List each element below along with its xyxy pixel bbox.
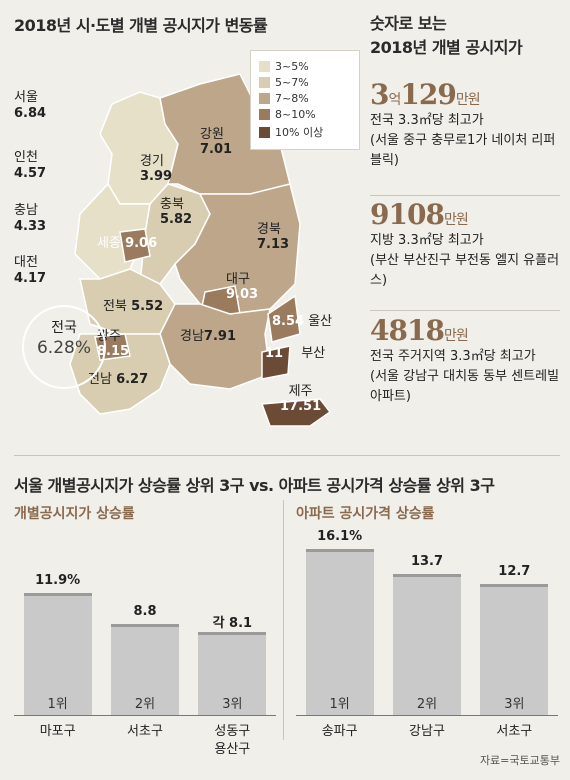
bar-category-label: 강남구 [409, 724, 445, 739]
label-jeonbuk: 전북 5.52 [103, 299, 164, 314]
bar-category-label: 송파구 [321, 724, 358, 739]
stat-detail: (서울 중구 충무로1가 네이처 리퍼블릭) [370, 133, 556, 168]
national-label: 전국 6.28% [22, 318, 106, 358]
right-panel-title-line2: 2018년 개별 공시지가 [370, 38, 523, 57]
label-sejong: 세종 9.06 [97, 236, 158, 251]
divider [370, 195, 560, 196]
legend-label: 5~7% [275, 76, 309, 89]
label-gyeongbuk: 경북 7.13 [257, 222, 290, 252]
section-divider [14, 455, 560, 456]
busan-region [261, 345, 291, 380]
stat-detail: (부산 부산진구 부전동 엘지 유플러스) [370, 253, 560, 288]
label-ulsan: 8.54 울산 [272, 314, 333, 329]
chart2-title: 아파트 공시가격 상승률 [296, 506, 435, 522]
legend-item: 3~5% [259, 60, 351, 73]
bar-rank-label: 2위 [416, 697, 438, 712]
korea-map [69, 73, 332, 427]
stat-number: 4818만원 [370, 314, 469, 347]
source-note: 자료=국토교통부 [479, 754, 560, 767]
national-value: 6.28% [36, 338, 91, 358]
sejong-region [119, 228, 151, 263]
bar [23, 592, 92, 715]
jeju-island [260, 398, 332, 427]
national-name: 전국 [51, 320, 77, 336]
bar-value-label: 16.1% [317, 529, 363, 545]
stat-block-1: 3억129만원 전국 3.3㎡당 최고가 (서울 중구 충무로1가 네이처 리퍼… [370, 78, 565, 171]
bar-value-label: 8.8 [133, 604, 157, 620]
legend-swatch [259, 93, 270, 104]
label-gyeonggi: 경기 3.99 [140, 154, 173, 184]
legend-label: 7~8% [275, 92, 309, 105]
chart-baseline [14, 715, 276, 716]
bar-rank-label: 1위 [329, 697, 350, 712]
bar-value-label: 13.7 [410, 553, 444, 569]
bar-section-title: 서울 개별공시지가 상승률 상위 3구 vs. 아파트 공시가격 상승률 상위 … [14, 476, 495, 495]
gyeongnam-region [159, 303, 271, 390]
bar-category-label: 마포구 [39, 724, 76, 739]
bar-value-label: 각 8.1 [212, 615, 253, 631]
stat-desc: 지방 3.3㎡당 최고가 [370, 233, 484, 248]
bar [111, 624, 179, 715]
bar [480, 584, 549, 715]
right-panel-title: 숫자로 보는 2018년 개별 공시지가 [370, 12, 523, 60]
stat-block-3: 4818만원 전국 주거지역 3.3㎡당 최고가 (서울 강남구 대치동 동부 … [370, 314, 565, 407]
bar [198, 631, 267, 715]
bar-category-label: 서초구 [496, 724, 533, 739]
bar-rank-label: 3위 [504, 697, 525, 712]
label-jeju: 제주 17.51 [280, 384, 322, 414]
bar [393, 573, 461, 715]
stat-desc: 전국 3.3㎡당 최고가 [370, 113, 484, 128]
label-seoul: 서울 6.84 [14, 90, 47, 121]
bar-category-label: 서초구 [127, 724, 163, 739]
bar-rank-label: 2위 [134, 697, 156, 712]
national-circle [22, 305, 106, 389]
legend-item: 10% 이상 [259, 124, 351, 140]
map-title: 2018년 시·도별 개별 공시지가 변동률 [14, 16, 268, 35]
ulsan-region [267, 294, 301, 343]
bar-rank-label: 1위 [47, 697, 68, 712]
legend-swatch [259, 126, 270, 138]
legend-swatch [259, 61, 270, 72]
legend-label: 3~5% [275, 60, 309, 73]
stat-block-2: 9108만원 지방 3.3㎡당 최고가 (부산 부산진구 부전동 엘지 유플러스… [370, 198, 565, 291]
label-chungnam: 충남 4.33 [14, 203, 47, 234]
chart1-title: 개별공시지가 상승률 [14, 506, 135, 522]
bar-value-label: 12.7 [498, 564, 531, 580]
label-busan: 11 부산 [265, 346, 326, 361]
legend-item: 7~8% [259, 92, 351, 105]
legend-label: 10% 이상 [275, 126, 324, 139]
chart-divider [283, 500, 284, 740]
stat-detail: (서울 강남구 대치동 동부 센트레빌아파트) [370, 369, 560, 404]
map-legend: 3~5% 5~7% 7~8% 8~10% 10% 이상 [250, 50, 360, 150]
label-incheon: 인천 4.57 [14, 150, 47, 181]
bar-category-label: 성동구 용산구 [214, 724, 251, 757]
label-daegu: 대구 9.03 [226, 272, 259, 302]
legend-label: 8~10% [275, 108, 316, 121]
label-gangwon: 강원 7.01 [200, 127, 233, 157]
stat-number: 9108만원 [370, 198, 469, 231]
chart-baseline [296, 715, 558, 716]
divider [370, 310, 560, 311]
bar-rank-label: 3위 [222, 697, 243, 712]
label-daejeon: 대전 4.17 [14, 255, 47, 286]
legend-swatch [259, 77, 270, 88]
stat-number: 3억129만원 [370, 78, 481, 111]
label-chungbuk: 충북 5.82 [160, 197, 193, 227]
label-gyeongnam: 경남7.91 [180, 329, 236, 344]
bar-value-label: 11.9% [35, 572, 81, 588]
right-panel-title-line1: 숫자로 보는 [370, 14, 447, 33]
bar [305, 549, 374, 715]
legend-item: 5~7% [259, 76, 351, 89]
legend-item: 8~10% [259, 108, 351, 121]
stat-desc: 전국 주거지역 3.3㎡당 최고가 [370, 349, 536, 364]
legend-swatch [259, 109, 270, 120]
